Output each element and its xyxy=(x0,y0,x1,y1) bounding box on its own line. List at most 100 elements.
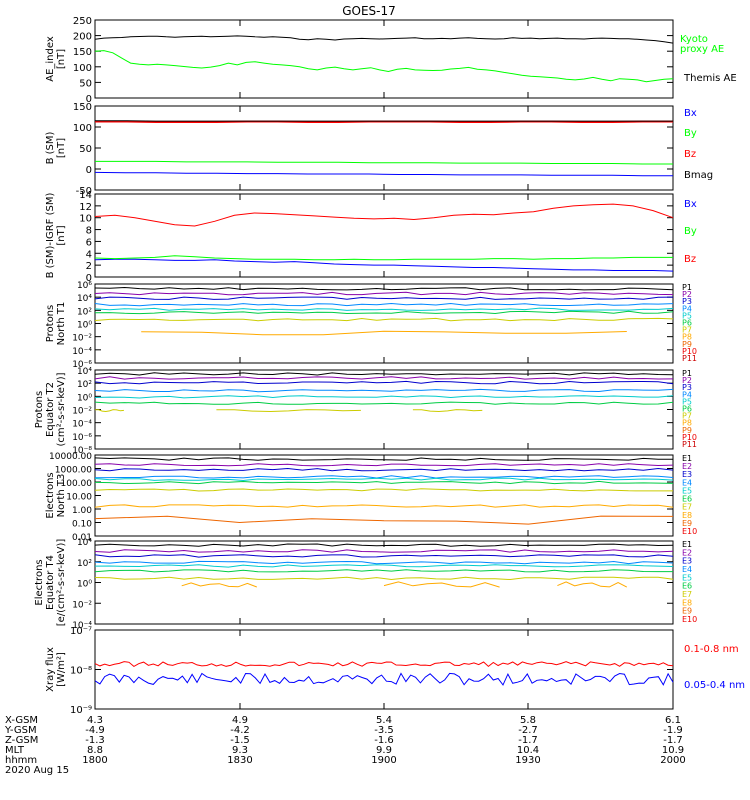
protons-t2-legend-P9: P9 xyxy=(682,426,692,435)
electrons-t4-channel-4 xyxy=(94,560,674,565)
protons-t2-legend-P11: P11 xyxy=(682,440,697,449)
electrons-t3-channel-6 xyxy=(94,480,674,485)
electrons-t4-ytick-label: 10⁻⁴ xyxy=(72,621,92,631)
electrons-t4-ytick-label: 10⁴ xyxy=(77,538,92,548)
electrons-t3-channel-2 xyxy=(94,463,674,467)
x-axis-tick-value: -1.5 xyxy=(230,735,250,746)
protons-t2-ytick-label: 10⁰ xyxy=(77,393,92,403)
electrons-t3-channel-8 xyxy=(94,504,674,508)
protons-t2-channel-3 xyxy=(94,380,674,385)
protons-t1-ytick-label: 10⁴ xyxy=(77,294,92,304)
x-axis-tick-value: -4.9 xyxy=(85,725,105,736)
protons-t1-legend-P6: P6 xyxy=(682,319,692,328)
x-axis-row-label: MLT xyxy=(5,745,25,756)
bigrf-ytick-label: 12 xyxy=(79,202,92,213)
xray-series-long xyxy=(94,661,674,668)
protons-t2-legend-P10: P10 xyxy=(682,433,697,442)
x-axis-row-label: 2020 Aug 15 xyxy=(5,765,69,776)
protons-t2-ytick-label: 10² xyxy=(77,380,92,390)
bigrf-series-0 xyxy=(94,258,674,272)
bsm-ytick-label: 0 xyxy=(86,165,92,176)
protons-t2-channel-6 xyxy=(94,401,674,405)
protons-t2-channel-5 xyxy=(94,395,674,399)
x-axis-tick-value: 4.3 xyxy=(87,715,103,726)
protons-t2-channel-7 xyxy=(412,409,483,413)
bigrf-ylabel: [nT] xyxy=(56,225,67,245)
protons-t2-channel-7 xyxy=(95,409,124,413)
protons-t2-ytick-label: 10⁻² xyxy=(72,407,92,417)
electrons-t4-legend-E10: E10 xyxy=(682,615,697,624)
x-axis-tick-value: 1930 xyxy=(515,755,540,766)
electrons-t3-ylabel: North T3 xyxy=(56,474,67,518)
electrons-t3-channel-4 xyxy=(94,475,674,479)
protons-t2-ytick-label: 10⁻⁶ xyxy=(72,433,92,443)
bigrf-legend-Bx: Bx xyxy=(684,199,697,210)
x-axis-tick-value: 1800 xyxy=(82,755,107,766)
protons-t1-legend-P3: P3 xyxy=(682,297,692,306)
electrons-t4-legend-E9: E9 xyxy=(682,607,692,616)
electrons-t3-ytick-label: 10.00 xyxy=(66,493,92,503)
protons-t1-ylabel: North T1 xyxy=(56,302,67,346)
bsm-legend-By: By xyxy=(684,128,697,139)
electrons-t3-ylabel: Electrons xyxy=(45,472,56,518)
electrons-t3-ytick-label: 10000.00 xyxy=(49,452,92,462)
protons-t1-channel-3 xyxy=(94,296,674,300)
x-axis-row-label: Z-GSM xyxy=(5,735,38,746)
ae-ytick-label: 100 xyxy=(73,63,92,74)
xray-legend-short: 0.05-0.4 nm xyxy=(684,680,745,691)
ae-frame xyxy=(94,19,674,99)
xray-ylabel: Xray flux xyxy=(45,647,56,692)
bigrf-ytick-label: 8 xyxy=(86,226,92,237)
protons-t2-ylabel: Protons xyxy=(34,391,45,428)
electrons-t3-ytick-label: 1000.00 xyxy=(55,466,92,476)
bigrf-ylabel: B (SM)-IGRF (SM) xyxy=(45,193,56,279)
bsm-legend-Bx: Bx xyxy=(684,108,697,119)
electrons-t3-legend-E1: E1 xyxy=(682,454,692,463)
protons-t1-ytick-label: 10⁰ xyxy=(77,321,92,331)
electrons-t3-frame xyxy=(94,454,674,537)
protons-t2-channel-1 xyxy=(94,372,674,376)
protons-t2-legend-P2: P2 xyxy=(682,376,692,385)
bsm-frame xyxy=(94,105,674,191)
x-axis-tick-value: -3.5 xyxy=(374,725,394,736)
electrons-t4-legend-E1: E1 xyxy=(682,540,692,549)
electrons-t3-legend-E8: E8 xyxy=(682,511,692,520)
protons-t1-channel-1 xyxy=(94,286,674,291)
bigrf-ytick-label: 4 xyxy=(86,249,92,260)
x-axis-tick-value: 9.9 xyxy=(376,745,392,756)
x-axis-row-label: Y-GSM xyxy=(4,725,37,736)
ae-legend-themis: Themis AE xyxy=(683,73,737,84)
electrons-t4-frame xyxy=(94,540,674,625)
ae-ytick-label: 200 xyxy=(73,32,92,43)
electrons-t4-ytick-label: 10² xyxy=(77,559,92,569)
protons-t1-legend-P2: P2 xyxy=(682,290,692,299)
bsm-legend-Bmag: Bmag xyxy=(684,170,713,181)
x-axis-tick-value: -2.7 xyxy=(518,725,538,736)
protons-t2-legend-P6: P6 xyxy=(682,405,692,414)
xray-legend-long: 0.1-0.8 nm xyxy=(684,644,739,655)
x-axis-tick-value: 1830 xyxy=(227,755,252,766)
protons-t1-legend-P7: P7 xyxy=(682,326,692,335)
ae-ytick-label: 0 xyxy=(86,94,92,105)
protons-t1-ytick-label: 10² xyxy=(77,307,92,317)
electrons-t4-channel-6 xyxy=(94,569,673,573)
xray-ytick-label: 10⁻⁷ xyxy=(70,626,92,637)
protons-t1-channel-5 xyxy=(94,307,674,311)
x-axis-tick-value: 5.4 xyxy=(376,715,392,726)
protons-t2-legend-P3: P3 xyxy=(682,383,692,392)
protons-t2-legend-P7: P7 xyxy=(682,412,692,421)
bigrf-ytick-label: 2 xyxy=(86,261,92,272)
xray-frame xyxy=(94,629,674,710)
electrons-t4-legend-E4: E4 xyxy=(682,565,692,574)
x-axis-tick-value: -1.6 xyxy=(374,735,394,746)
electrons-t4-ytick-label: 10⁰ xyxy=(77,580,92,590)
protons-t1-legend-P5: P5 xyxy=(682,311,692,320)
electrons-t3-ytick-label: 1.00 xyxy=(72,506,92,516)
electrons-t4-ylabel: Electrons xyxy=(34,559,45,605)
electrons-t4-legend-E6: E6 xyxy=(682,582,692,591)
electrons-t4-legend-E2: E2 xyxy=(682,548,692,557)
protons-t2-frame xyxy=(94,369,674,450)
bigrf-legend-By: By xyxy=(684,226,697,237)
protons-t1-legend-P10: P10 xyxy=(682,347,697,356)
